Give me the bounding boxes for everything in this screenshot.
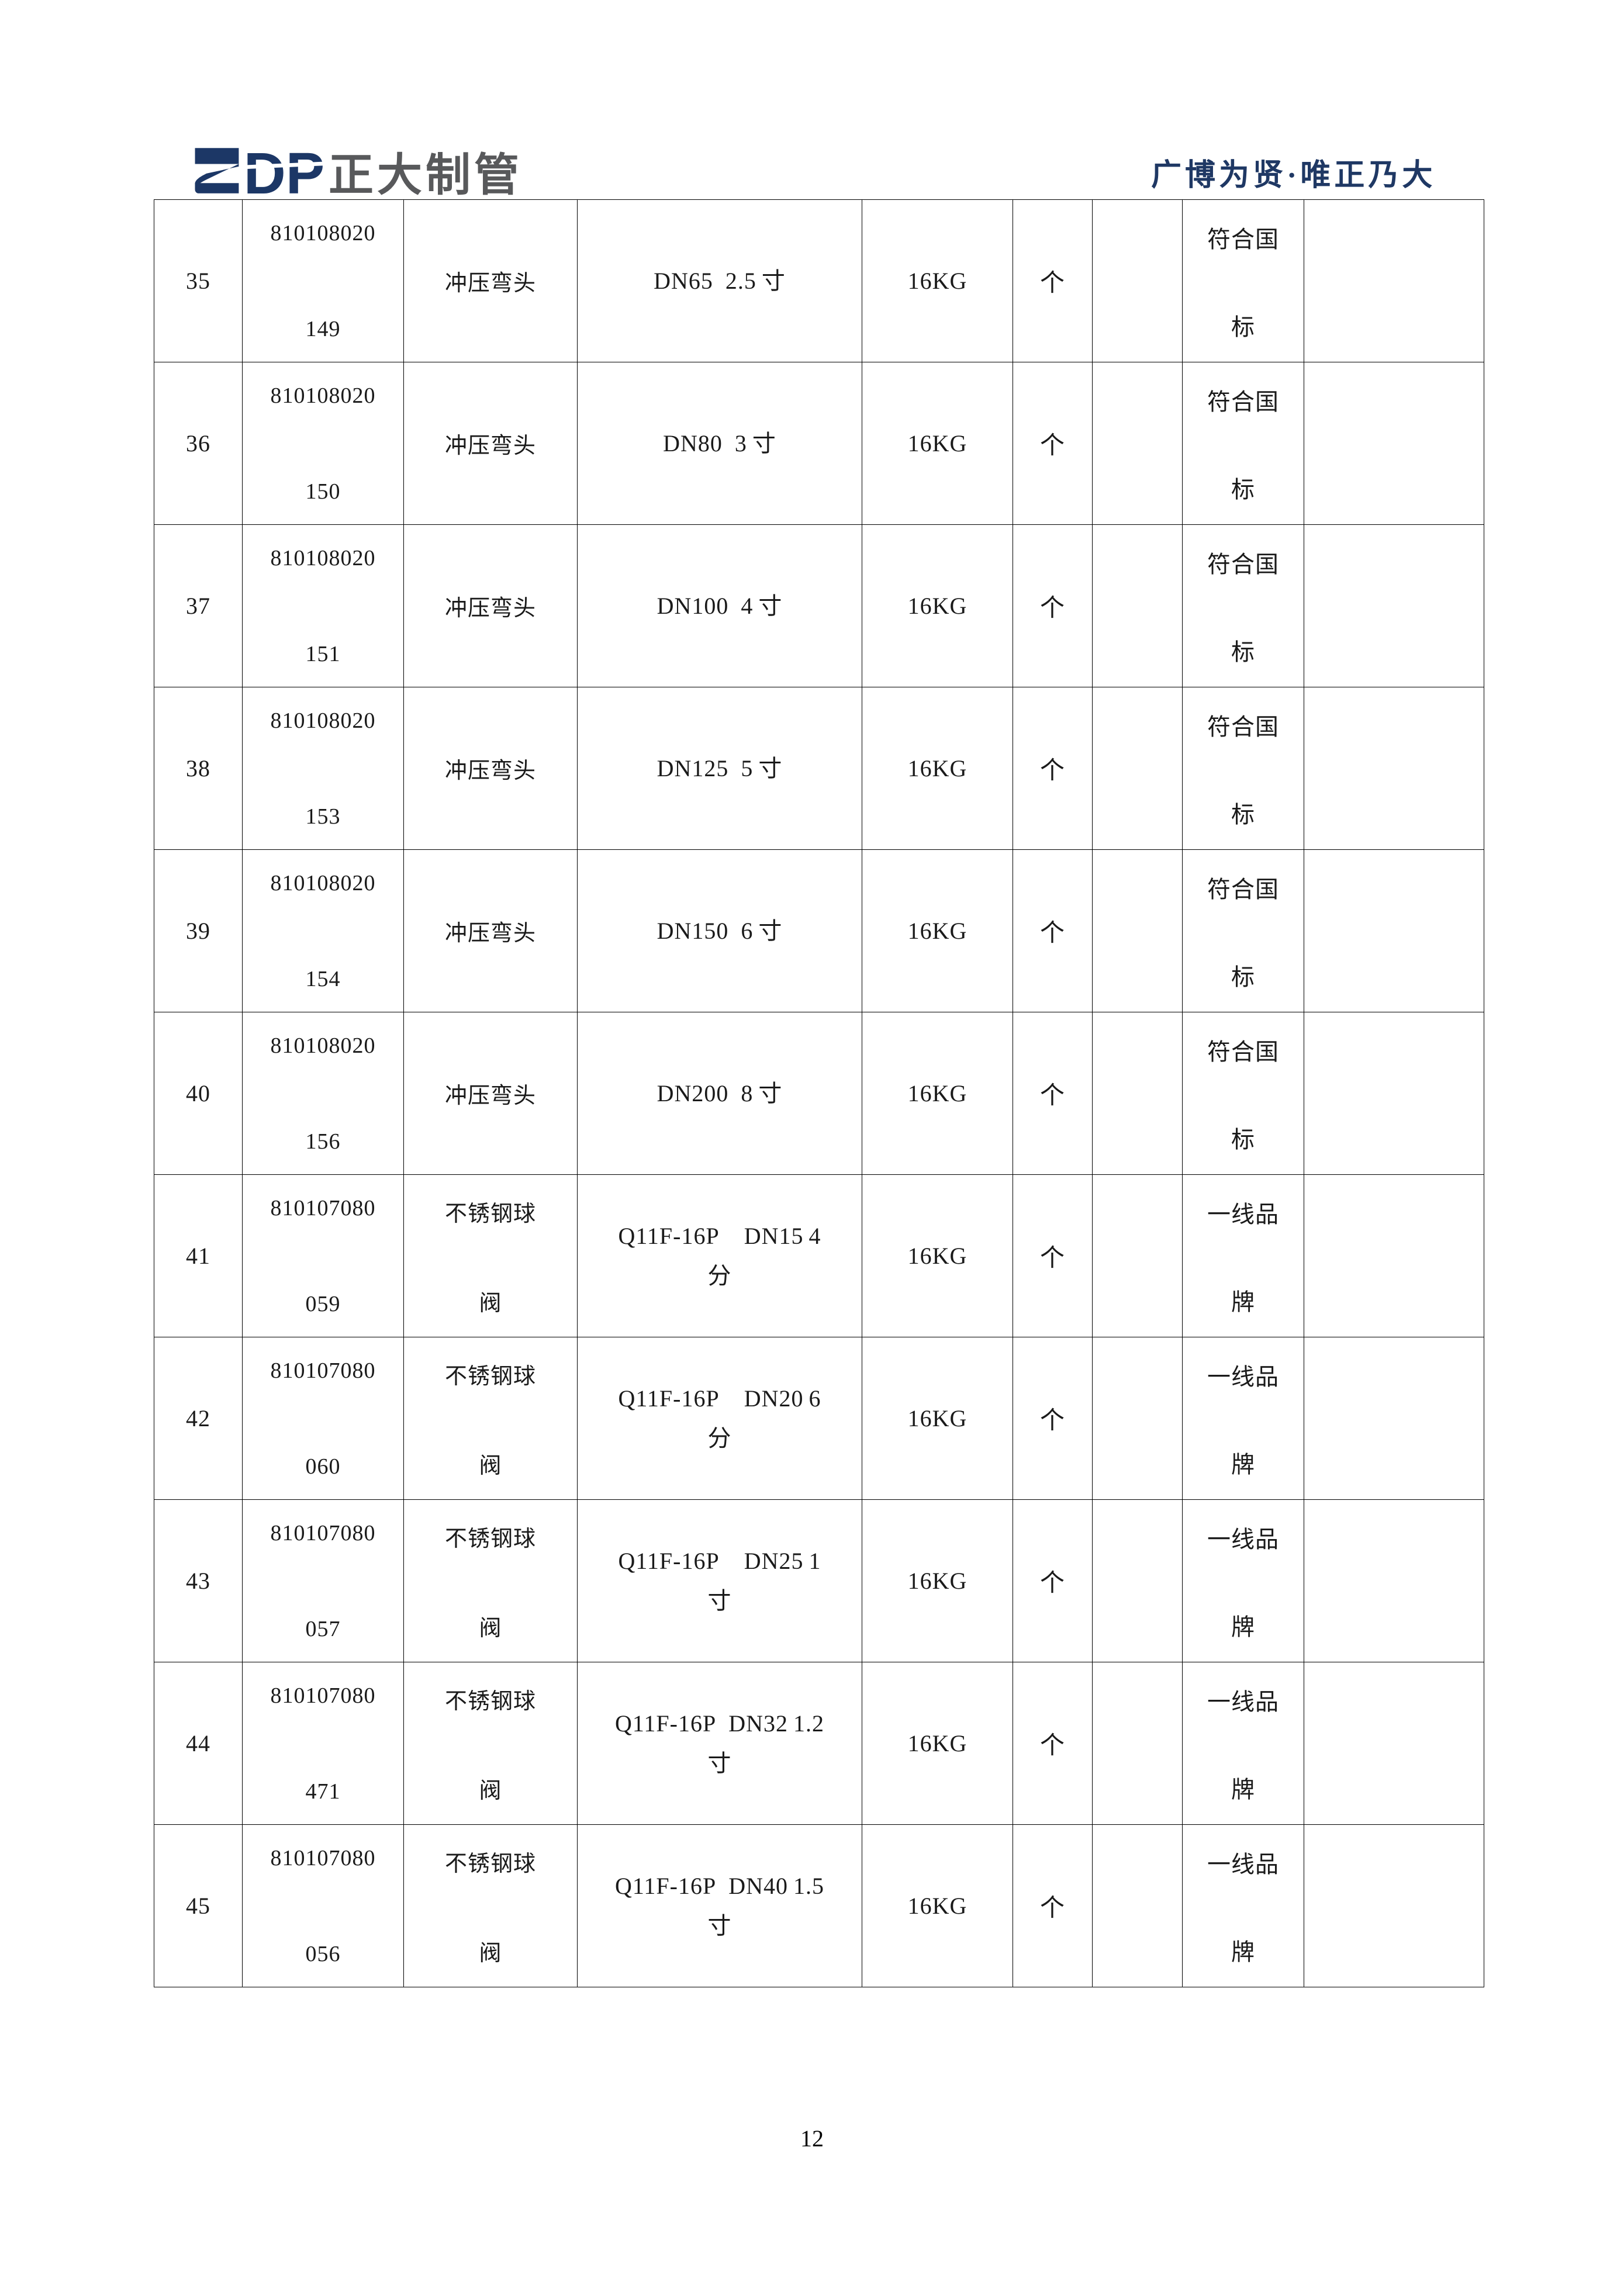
svg-text:DP: DP xyxy=(244,143,325,203)
